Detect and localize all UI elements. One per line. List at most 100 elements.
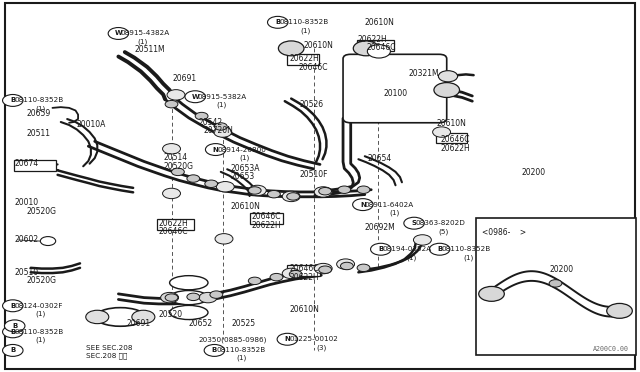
Text: N: N [360,202,366,208]
Text: 08194-0352A: 08194-0352A [383,246,432,252]
Circle shape [40,237,56,246]
Text: 20526: 20526 [300,100,324,109]
Circle shape [438,71,458,82]
Text: B: B [10,97,15,103]
Circle shape [165,294,178,301]
Circle shape [314,187,332,197]
Ellipse shape [170,276,208,290]
Text: 08110-8352B: 08110-8352B [216,347,266,353]
Text: (1): (1) [35,336,45,343]
Text: (5): (5) [438,228,449,235]
Circle shape [204,344,225,356]
Text: 20010A: 20010A [77,120,106,129]
Text: 08110-8352B: 08110-8352B [442,246,491,252]
Text: 20652: 20652 [189,319,213,328]
Circle shape [357,186,370,193]
Circle shape [319,266,332,273]
Text: 20510: 20510 [15,268,39,277]
FancyBboxPatch shape [343,54,447,123]
Bar [357,40,394,51]
Circle shape [338,186,351,193]
Text: 20653: 20653 [230,172,255,181]
Text: (1): (1) [216,102,227,108]
Text: 20520: 20520 [159,310,183,319]
Text: 20622H: 20622H [357,35,387,44]
Circle shape [187,293,200,301]
Text: B: B [275,19,280,25]
Circle shape [340,262,353,270]
Text: 20692M: 20692M [365,223,396,232]
Text: 20646C: 20646C [367,43,396,52]
Text: 08911-6402A: 08911-6402A [365,202,414,208]
Circle shape [172,168,184,176]
Text: (1): (1) [239,154,250,161]
Ellipse shape [170,305,208,320]
Circle shape [287,193,300,200]
Ellipse shape [170,291,208,305]
Circle shape [282,191,300,202]
Text: (1): (1) [406,254,417,261]
Text: 20610N: 20610N [365,18,395,27]
Circle shape [277,333,298,345]
Circle shape [353,41,379,56]
Text: 20511: 20511 [27,129,51,138]
Circle shape [185,91,205,103]
Text: 20646C: 20646C [159,227,188,236]
Circle shape [367,45,390,58]
Text: 20542: 20542 [198,118,223,126]
Circle shape [163,188,180,199]
Text: 20610N: 20610N [436,119,467,128]
Circle shape [434,83,460,97]
Circle shape [289,270,302,278]
Circle shape [108,28,129,39]
Text: B: B [10,303,15,309]
Text: 08915-4382A: 08915-4382A [120,31,170,36]
Circle shape [429,243,450,255]
Circle shape [195,112,208,120]
Text: (1): (1) [463,254,474,261]
Text: B: B [10,329,15,335]
Text: 20654: 20654 [368,154,392,163]
Text: 20610N: 20610N [230,202,260,211]
Circle shape [268,16,288,28]
Text: 20520G: 20520G [27,276,57,285]
Circle shape [607,304,632,318]
Text: 20646C: 20646C [299,63,328,72]
Circle shape [167,90,185,100]
Circle shape [165,100,178,108]
Circle shape [319,187,332,195]
Circle shape [314,263,332,274]
Circle shape [215,234,233,244]
Text: 20200: 20200 [549,265,573,274]
Text: 20350(0885-0986): 20350(0885-0986) [198,336,267,343]
Circle shape [216,182,234,192]
Text: (1): (1) [35,310,45,317]
Text: 20520G: 20520G [27,207,57,216]
Bar [14,160,56,171]
Circle shape [357,264,370,272]
Text: SEC.208 参照: SEC.208 参照 [86,353,128,359]
Circle shape [210,291,223,298]
Circle shape [371,243,391,255]
Text: 20622H: 20622H [289,54,319,63]
Text: 20674: 20674 [15,159,39,168]
Circle shape [86,310,109,324]
Circle shape [214,123,227,130]
Circle shape [268,190,280,198]
Circle shape [3,326,23,338]
Text: B: B [378,246,383,252]
Text: 20610N: 20610N [289,305,319,314]
Bar [476,218,636,355]
Text: 20610N: 20610N [304,41,334,50]
Circle shape [4,320,25,332]
Text: 20691: 20691 [127,319,151,328]
Circle shape [187,175,200,182]
Circle shape [404,217,424,229]
Text: 20514: 20514 [163,153,188,162]
Bar [436,133,467,143]
Circle shape [353,199,373,211]
Text: 20720N: 20720N [204,126,234,135]
Text: 08110-8352B: 08110-8352B [15,97,64,103]
Text: S: S [412,220,417,226]
Text: 20100: 20100 [384,89,408,98]
